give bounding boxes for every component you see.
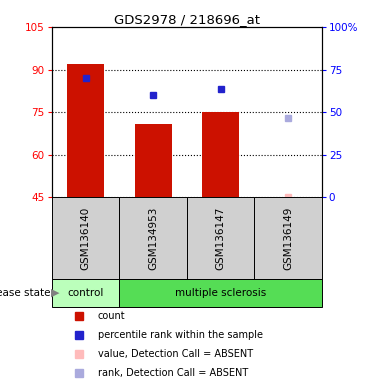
Text: multiple sclerosis: multiple sclerosis [175,288,266,298]
Text: ▶: ▶ [51,288,60,298]
Bar [52,279,119,307]
Bar [119,197,187,279]
Bar [67,64,104,197]
Text: value, Detection Call = ABSENT: value, Detection Call = ABSENT [98,349,253,359]
Bar [119,279,322,307]
Text: GSM136147: GSM136147 [216,206,226,270]
Bar [255,197,322,279]
Text: count: count [98,311,125,321]
Text: control: control [67,288,104,298]
Text: percentile rank within the sample: percentile rank within the sample [98,330,263,340]
Bar [202,112,239,197]
Text: GSM136140: GSM136140 [81,207,91,270]
Bar [187,197,255,279]
Text: GSM136149: GSM136149 [283,206,293,270]
Bar [135,124,172,197]
Text: GSM134953: GSM134953 [148,206,158,270]
Bar [52,197,119,279]
Title: GDS2978 / 218696_at: GDS2978 / 218696_at [114,13,260,26]
Text: disease state: disease state [0,288,50,298]
Text: rank, Detection Call = ABSENT: rank, Detection Call = ABSENT [98,368,248,378]
